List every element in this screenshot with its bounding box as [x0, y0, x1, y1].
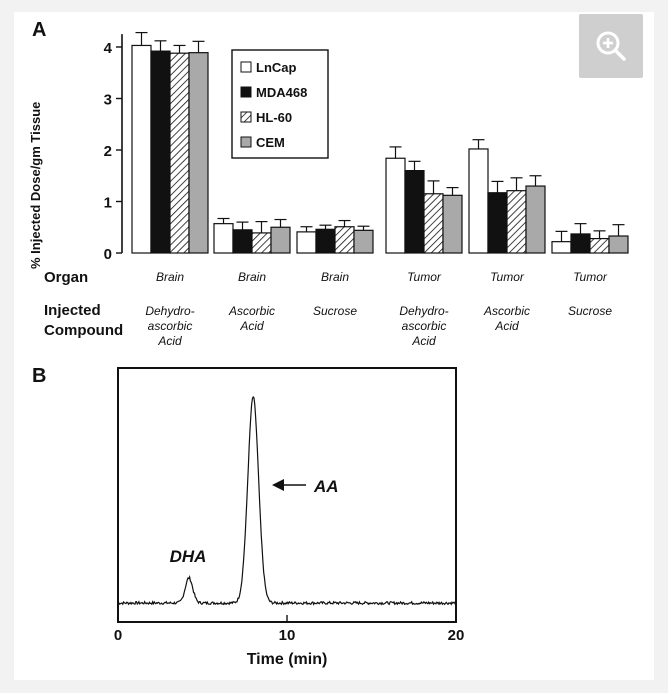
bar-hl-60-1	[169, 52, 190, 254]
peak-label-dha: DHA	[170, 547, 207, 566]
compound-row-label-line2: Compound	[44, 322, 123, 339]
y-tick-label: 0	[104, 246, 112, 263]
bar-cem-2	[270, 226, 291, 254]
compound-label-5-line-1: Ascorbic	[483, 304, 530, 318]
organ-label-1: Brain	[156, 270, 184, 284]
panel-a-legend: LnCap MDA468 HL-60 CEM	[231, 49, 329, 159]
organ-row-label: Organ	[44, 269, 88, 286]
compound-label-5-line-2: Acid	[494, 319, 519, 333]
bar-cem-5	[525, 185, 546, 254]
legend-swatch-cem	[240, 136, 252, 148]
panel-a-y-axis-label: % Injected Dose/gm Tissue	[28, 102, 43, 269]
y-tick-label: 3	[104, 92, 112, 109]
panel-b-label: B	[32, 365, 46, 387]
x-tick-label: 20	[448, 627, 465, 644]
organ-label-5: Tumor	[490, 270, 525, 284]
bar-mda468-4	[404, 170, 425, 254]
organ-label-4: Tumor	[407, 270, 442, 284]
panel-b-plot-frame	[117, 367, 457, 623]
legend-label-cem: CEM	[256, 135, 285, 150]
compound-label-1-line-3: Acid	[157, 334, 182, 348]
legend-swatch-lncap	[240, 61, 252, 73]
panel-a-error-bars	[135, 31, 625, 242]
bar-lncap-5	[468, 148, 489, 254]
bar-cem-4	[442, 194, 463, 254]
panel-b-x-axis-label: Time (min)	[247, 651, 328, 668]
compound-label-6-line-1: Sucrose	[568, 304, 612, 318]
bar-hl-60-6	[589, 237, 610, 254]
compound-label-3-line-1: Sucrose	[313, 304, 357, 318]
peak-label-aa: AA	[313, 477, 339, 496]
bar-lncap-3	[296, 231, 317, 254]
bar-mda468-5	[487, 192, 508, 254]
zoom-in-icon	[596, 31, 626, 61]
organ-label-2: Brain	[238, 270, 266, 284]
legend-swatch-mda468	[240, 86, 252, 98]
bar-lncap-6	[551, 241, 572, 254]
y-tick-label: 1	[104, 195, 112, 212]
bar-hl-60-2	[251, 232, 272, 254]
organ-label-3: Brain	[321, 270, 349, 284]
compound-label-2-line-1: Ascorbic	[228, 304, 275, 318]
bar-hl-60-3	[334, 226, 355, 254]
panel-a-category-labels: BrainDehydro-ascorbicAcidBrainAscorbicAc…	[145, 270, 612, 348]
bar-cem-3	[353, 229, 374, 254]
panel-a-label: A	[32, 19, 46, 41]
compound-label-4-line-1: Dehydro-	[399, 304, 448, 318]
compound-label-2-line-2: Acid	[239, 319, 264, 333]
zoom-button[interactable]	[579, 14, 643, 78]
bar-mda468-3	[315, 228, 336, 254]
bar-mda468-1	[150, 50, 171, 254]
x-tick-label: 0	[114, 627, 122, 644]
bar-cem-6	[608, 235, 629, 254]
organ-label-6: Tumor	[573, 270, 608, 284]
panel-b-x-axis: 0 10 20	[114, 615, 465, 644]
figure: A % Injected Dose/gm Tissue 0 1 2 3 4 LnCap M…	[28, 19, 629, 668]
bar-lncap-4	[385, 157, 406, 254]
compound-row-label-line1: Injected	[44, 302, 101, 319]
bar-lncap-1	[131, 44, 152, 254]
bar-lncap-2	[213, 223, 234, 254]
compound-label-4-line-2: ascorbic	[402, 319, 447, 333]
peak-arrow-aa	[272, 479, 306, 491]
legend-label-lncap: LnCap	[256, 60, 297, 75]
legend-label-hl-60: HL-60	[256, 110, 292, 125]
compound-label-1-line-2: ascorbic	[148, 319, 193, 333]
compound-label-4-line-3: Acid	[411, 334, 436, 348]
bar-mda468-2	[232, 229, 253, 254]
figure-card: A % Injected Dose/gm Tissue 0 1 2 3 4 LnCap M…	[14, 12, 654, 680]
bar-hl-60-5	[506, 190, 527, 254]
bar-mda468-6	[570, 233, 591, 254]
bar-cem-1	[188, 52, 209, 254]
legend-swatch-hl-60	[240, 111, 252, 123]
panel-a-y-axis: 0 1 2 3 4	[104, 34, 123, 263]
y-tick-label: 2	[104, 143, 112, 160]
bar-hl-60-4	[423, 193, 444, 254]
x-tick-label: 10	[279, 627, 296, 644]
y-tick-label: 4	[104, 40, 113, 57]
compound-label-1-line-1: Dehydro-	[145, 304, 194, 318]
panel-b-chromatogram-line	[117, 395, 457, 606]
panel-a-bars	[131, 44, 629, 254]
legend-label-mda468: MDA468	[256, 85, 307, 100]
